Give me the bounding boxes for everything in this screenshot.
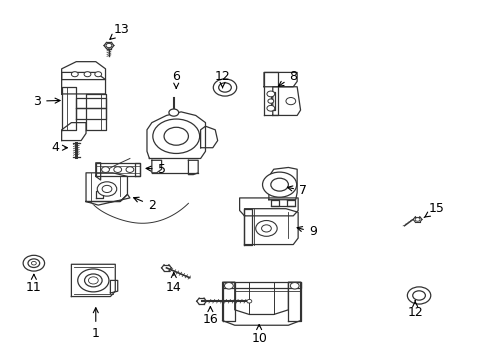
Polygon shape [86,94,105,130]
Circle shape [97,182,117,196]
Circle shape [102,185,112,193]
Circle shape [168,109,178,116]
Polygon shape [61,123,86,140]
Text: 1: 1 [92,308,100,340]
Text: 12: 12 [214,69,230,88]
Circle shape [261,225,271,232]
Text: 4: 4 [51,141,67,154]
Circle shape [88,277,98,284]
Text: 11: 11 [26,274,41,294]
Circle shape [84,274,102,287]
Circle shape [412,291,425,300]
Polygon shape [135,163,140,176]
Polygon shape [271,200,278,206]
Polygon shape [96,191,103,198]
Circle shape [114,167,122,172]
Circle shape [290,283,299,289]
Polygon shape [200,126,217,148]
Text: 7: 7 [287,184,306,197]
Text: 14: 14 [165,273,182,294]
Polygon shape [86,173,127,202]
Circle shape [71,72,78,77]
Polygon shape [152,160,161,173]
Circle shape [84,72,91,77]
Circle shape [262,172,296,197]
Circle shape [31,261,36,265]
Text: 2: 2 [133,197,156,212]
Polygon shape [244,209,298,244]
Polygon shape [222,282,300,288]
Polygon shape [61,72,105,94]
Text: 3: 3 [33,95,60,108]
Polygon shape [222,282,234,320]
Polygon shape [188,160,198,175]
Polygon shape [110,280,118,293]
Text: 9: 9 [297,225,316,238]
Polygon shape [268,167,297,200]
Polygon shape [222,282,300,325]
Circle shape [414,218,419,221]
Circle shape [407,287,430,304]
Circle shape [224,283,233,289]
Circle shape [163,127,188,145]
Polygon shape [86,194,130,205]
Polygon shape [61,87,76,130]
Circle shape [218,83,231,92]
Circle shape [267,99,273,103]
Text: 13: 13 [110,23,129,39]
Text: 12: 12 [407,301,422,319]
Circle shape [255,221,277,236]
Circle shape [270,178,288,191]
Polygon shape [264,72,297,87]
Circle shape [78,269,109,292]
Polygon shape [244,209,251,244]
Polygon shape [76,108,105,119]
Polygon shape [287,200,294,206]
Text: 6: 6 [172,69,180,89]
Text: 8: 8 [278,69,297,86]
Text: 15: 15 [423,202,444,217]
Polygon shape [96,163,140,176]
Circle shape [246,300,251,303]
Polygon shape [147,112,205,158]
Polygon shape [264,72,277,116]
Polygon shape [71,264,115,297]
Circle shape [266,105,274,111]
Polygon shape [76,98,105,108]
Polygon shape [272,87,300,116]
Circle shape [23,255,44,271]
Polygon shape [239,198,298,216]
Circle shape [102,167,109,172]
Circle shape [153,119,199,153]
Polygon shape [288,282,300,320]
Text: 16: 16 [202,307,218,327]
Text: 5: 5 [146,163,165,176]
Polygon shape [96,163,101,180]
Circle shape [285,98,295,105]
Circle shape [126,167,134,172]
Circle shape [266,91,274,97]
Circle shape [95,72,102,77]
Text: 10: 10 [251,325,266,345]
Polygon shape [271,92,274,110]
Circle shape [28,259,40,267]
Polygon shape [61,62,105,80]
Circle shape [106,43,112,48]
Circle shape [213,79,236,96]
